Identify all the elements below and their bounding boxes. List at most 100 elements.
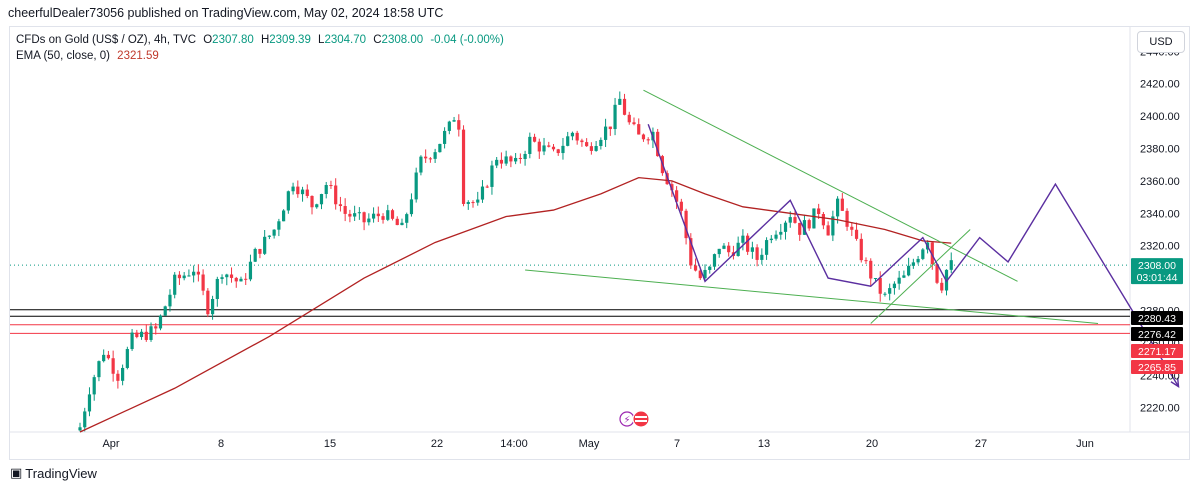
candle-body (509, 156, 513, 162)
candle-body (627, 114, 631, 123)
candle-body (386, 210, 390, 220)
candle-body (87, 394, 92, 412)
change-value: -0.04 (-0.00%) (430, 34, 504, 46)
candle-body (419, 156, 423, 173)
trendline (870, 229, 971, 324)
candle-body (78, 427, 82, 431)
time-tick-label: 27 (975, 438, 987, 450)
high-key: H (260, 34, 270, 46)
time-tick-label: May (579, 438, 600, 450)
candle-body (390, 210, 395, 219)
candle-body (760, 254, 764, 260)
candle-body (282, 210, 286, 222)
candle-body (864, 260, 868, 262)
candle-body (566, 136, 570, 146)
symbol-name[interactable]: CFDs on Gold (US$ / OZ), 4h, TVC (16, 34, 197, 46)
open-key: O (203, 34, 213, 46)
event-icons: ⚡ (619, 410, 650, 428)
time-tick-label: 14:00 (500, 438, 528, 450)
candle-body (182, 275, 186, 279)
projection-path (647, 123, 1180, 389)
candle-body (570, 132, 575, 137)
candle-body (698, 270, 702, 279)
candle-body (225, 274, 229, 278)
candle-body (267, 235, 271, 237)
candle-body (154, 326, 158, 329)
open-value: 2307.80 (212, 34, 254, 46)
tradingview-logo-icon: ▣ (10, 465, 22, 480)
candle-body (253, 248, 257, 262)
brand-name: TradingView (25, 465, 97, 481)
price-axis-ticks: 2220.002240.002260.002280.002300.002320.… (1140, 46, 1180, 414)
candle-body (286, 191, 290, 211)
candle-body (296, 186, 300, 195)
trendline (525, 269, 1099, 324)
candle-body (121, 367, 125, 381)
candle-body (490, 165, 494, 187)
publish-caption: cheerfulDealer73056 published on Trading… (8, 6, 444, 20)
flag-stripe (635, 416, 647, 418)
candle-body (310, 195, 314, 208)
close-key: C (373, 34, 382, 46)
time-tick-label: 8 (218, 438, 224, 450)
candle-body (788, 217, 792, 223)
ema-value: 2321.59 (117, 50, 159, 62)
candle-body (300, 189, 305, 195)
candle-body (405, 214, 409, 223)
candle-body (471, 202, 475, 204)
candle-body (897, 277, 901, 284)
candle-body (125, 349, 129, 368)
grid-lines (10, 27, 1189, 433)
chart-frame[interactable] (9, 26, 1190, 460)
price-tick-label: 2320.00 (1140, 241, 1180, 253)
candle-body (911, 262, 915, 266)
candle-body (338, 204, 343, 207)
level-badge (1131, 360, 1183, 374)
current-price-badge-text: 03:01:44 (1137, 272, 1178, 284)
candle-body (220, 277, 224, 279)
candle-body (798, 222, 802, 235)
candle-body (229, 274, 234, 278)
time-tick-label: Apr (102, 438, 119, 450)
candle-body (637, 124, 641, 135)
candle-body (670, 184, 674, 191)
candle-body (764, 240, 769, 255)
candle-body (92, 377, 96, 395)
tradingview-brand[interactable]: ▣ TradingView (10, 465, 97, 481)
candle-body (717, 248, 721, 255)
price-tick-label: 2380.00 (1140, 144, 1180, 156)
time-tick-label: 20 (866, 438, 878, 450)
level-badge-text: 2280.43 (1138, 313, 1176, 325)
candle-body (442, 130, 447, 144)
ema-label[interactable]: EMA (50, close, 0) (16, 50, 110, 62)
candle-body (741, 235, 745, 243)
currency-button[interactable]: USD (1137, 31, 1185, 53)
candle-body (476, 199, 480, 203)
candle-body (177, 274, 182, 279)
trendline (643, 89, 1018, 282)
candle-body (802, 220, 807, 235)
candle-body (353, 213, 357, 217)
candle-body (708, 266, 712, 270)
candle-body (277, 221, 281, 230)
candle-body (608, 126, 612, 130)
candle-body (376, 213, 380, 217)
candle-body (935, 264, 939, 283)
candle-body (561, 145, 565, 154)
candle-body (334, 185, 338, 205)
flag-stripe (635, 420, 647, 422)
candle-body (551, 146, 556, 150)
level-badge-text: 2265.85 (1138, 362, 1176, 374)
candle-body (480, 186, 485, 200)
candle-body (727, 245, 731, 253)
ema-line (79, 176, 952, 433)
candle-body (97, 361, 101, 378)
candle-body (613, 104, 617, 130)
candles (78, 91, 953, 432)
candle-body (234, 277, 238, 282)
candle-body (433, 152, 437, 159)
candle-body (580, 140, 584, 143)
us-flag-event-icon (632, 410, 650, 428)
